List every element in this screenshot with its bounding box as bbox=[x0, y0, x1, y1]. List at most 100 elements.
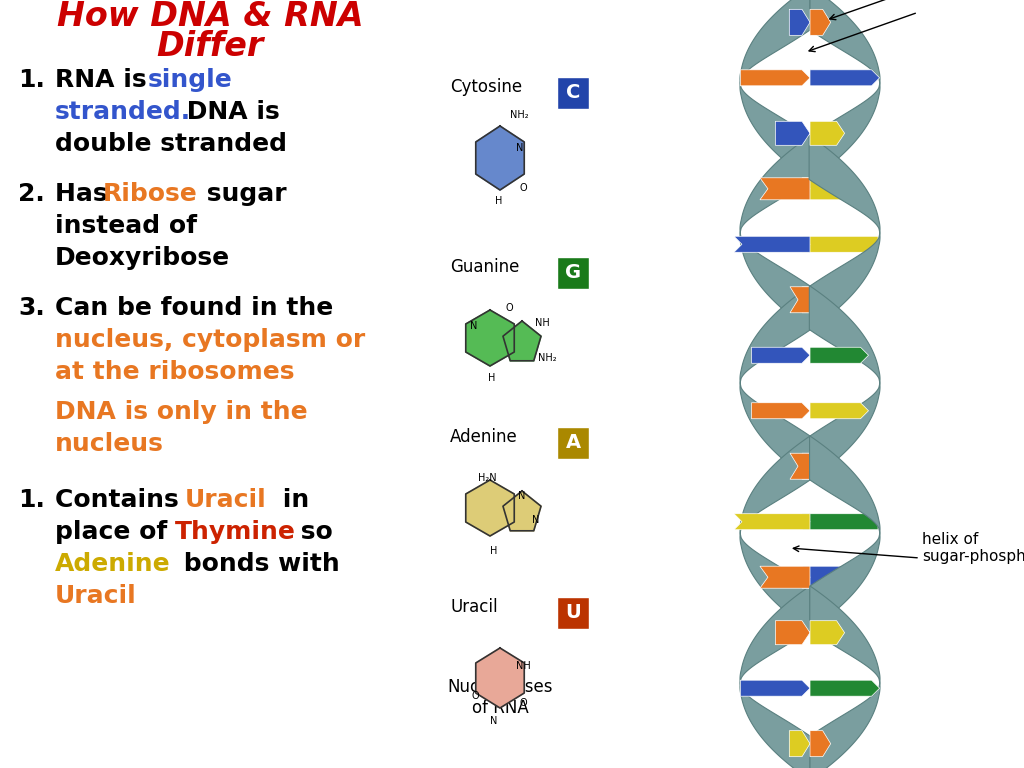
Polygon shape bbox=[740, 680, 810, 696]
Text: H: H bbox=[495, 196, 503, 206]
Text: nucleus: nucleus bbox=[55, 432, 164, 456]
Text: N: N bbox=[490, 716, 498, 726]
Polygon shape bbox=[760, 566, 810, 588]
Text: Guanine: Guanine bbox=[450, 258, 519, 276]
Polygon shape bbox=[734, 237, 810, 252]
Polygon shape bbox=[810, 121, 845, 145]
Text: nucleus, cytoplasm or: nucleus, cytoplasm or bbox=[55, 328, 366, 352]
Polygon shape bbox=[810, 402, 868, 419]
Text: N: N bbox=[532, 515, 540, 525]
Polygon shape bbox=[810, 70, 880, 86]
Polygon shape bbox=[740, 435, 810, 630]
Text: place of: place of bbox=[55, 520, 176, 544]
Polygon shape bbox=[740, 586, 810, 768]
Text: RNA is: RNA is bbox=[55, 68, 156, 92]
Polygon shape bbox=[775, 621, 810, 644]
Text: Contains: Contains bbox=[55, 488, 187, 512]
Text: 1.: 1. bbox=[18, 488, 45, 512]
Text: in: in bbox=[274, 488, 309, 512]
Polygon shape bbox=[466, 480, 514, 536]
Text: at the ribosomes: at the ribosomes bbox=[55, 360, 295, 384]
Polygon shape bbox=[810, 680, 880, 696]
Text: Uracil: Uracil bbox=[185, 488, 266, 512]
Text: O: O bbox=[505, 303, 513, 313]
FancyBboxPatch shape bbox=[557, 77, 589, 109]
FancyBboxPatch shape bbox=[557, 257, 589, 289]
Text: N: N bbox=[516, 143, 523, 153]
Text: O: O bbox=[520, 183, 527, 193]
Text: A: A bbox=[565, 433, 581, 452]
Polygon shape bbox=[802, 566, 852, 588]
Text: H: H bbox=[490, 546, 498, 556]
Polygon shape bbox=[809, 286, 880, 480]
Text: Cytosine: Cytosine bbox=[450, 78, 522, 96]
Text: 3.: 3. bbox=[18, 296, 45, 320]
Text: O: O bbox=[472, 691, 479, 701]
Text: U: U bbox=[565, 604, 581, 623]
Text: sugar: sugar bbox=[198, 182, 287, 206]
Polygon shape bbox=[810, 0, 880, 180]
Polygon shape bbox=[476, 648, 524, 708]
Text: NH₂: NH₂ bbox=[510, 110, 528, 120]
Text: H₂N: H₂N bbox=[478, 473, 497, 483]
Text: How DNA & RNA: How DNA & RNA bbox=[56, 0, 364, 33]
Text: NH: NH bbox=[516, 661, 530, 671]
Polygon shape bbox=[740, 135, 811, 329]
Text: NH: NH bbox=[535, 318, 550, 328]
Text: H: H bbox=[488, 373, 496, 383]
Text: stranded.: stranded. bbox=[55, 100, 191, 124]
Polygon shape bbox=[740, 0, 810, 180]
Text: double stranded: double stranded bbox=[55, 132, 287, 156]
Polygon shape bbox=[802, 177, 852, 200]
Polygon shape bbox=[810, 730, 830, 756]
Polygon shape bbox=[775, 121, 810, 145]
Polygon shape bbox=[810, 9, 830, 35]
Text: DNA is: DNA is bbox=[178, 100, 280, 124]
Text: N: N bbox=[518, 491, 525, 501]
FancyBboxPatch shape bbox=[557, 597, 589, 629]
Text: 1.: 1. bbox=[18, 68, 45, 92]
Text: NH₂: NH₂ bbox=[538, 353, 557, 363]
Polygon shape bbox=[810, 586, 880, 768]
Polygon shape bbox=[752, 347, 810, 363]
Text: Uracil: Uracil bbox=[450, 598, 498, 616]
Text: Can be found in the: Can be found in the bbox=[55, 296, 333, 320]
Polygon shape bbox=[760, 177, 810, 200]
Polygon shape bbox=[810, 347, 868, 363]
FancyBboxPatch shape bbox=[557, 427, 589, 459]
Text: Adenine: Adenine bbox=[55, 552, 171, 576]
Text: N: N bbox=[470, 321, 477, 331]
Polygon shape bbox=[802, 237, 878, 252]
Polygon shape bbox=[476, 126, 524, 190]
Text: G: G bbox=[565, 263, 581, 283]
Polygon shape bbox=[503, 321, 541, 361]
Text: 2.: 2. bbox=[18, 182, 45, 206]
Text: helix of
sugar-phosphates: helix of sugar-phosphates bbox=[922, 531, 1024, 564]
Polygon shape bbox=[790, 9, 810, 35]
Text: Thymine: Thymine bbox=[175, 520, 296, 544]
Text: Deoxyribose: Deoxyribose bbox=[55, 246, 230, 270]
Text: DNA is only in the: DNA is only in the bbox=[55, 400, 307, 424]
Text: C: C bbox=[566, 84, 581, 102]
Polygon shape bbox=[503, 491, 541, 531]
Text: O: O bbox=[520, 698, 527, 708]
Polygon shape bbox=[790, 286, 810, 313]
Polygon shape bbox=[740, 70, 810, 86]
Polygon shape bbox=[802, 286, 822, 313]
Text: so: so bbox=[292, 520, 333, 544]
Text: Adenine: Adenine bbox=[450, 428, 518, 446]
Text: Nucleobases
of RNA: Nucleobases of RNA bbox=[447, 678, 553, 717]
Polygon shape bbox=[810, 435, 880, 630]
Polygon shape bbox=[790, 730, 810, 756]
Polygon shape bbox=[809, 135, 880, 329]
Text: single: single bbox=[148, 68, 232, 92]
Text: Differ: Differ bbox=[157, 30, 264, 63]
Text: Ribose: Ribose bbox=[103, 182, 198, 206]
Polygon shape bbox=[734, 514, 810, 530]
Text: bonds with: bonds with bbox=[175, 552, 340, 576]
Polygon shape bbox=[740, 286, 811, 480]
Polygon shape bbox=[802, 453, 822, 479]
Polygon shape bbox=[802, 514, 878, 530]
Polygon shape bbox=[466, 310, 514, 366]
Polygon shape bbox=[790, 453, 810, 479]
